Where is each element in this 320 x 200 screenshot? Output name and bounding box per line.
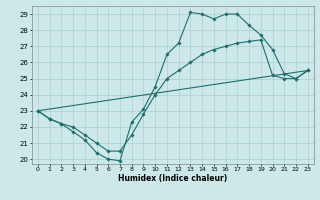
X-axis label: Humidex (Indice chaleur): Humidex (Indice chaleur) bbox=[118, 174, 228, 183]
